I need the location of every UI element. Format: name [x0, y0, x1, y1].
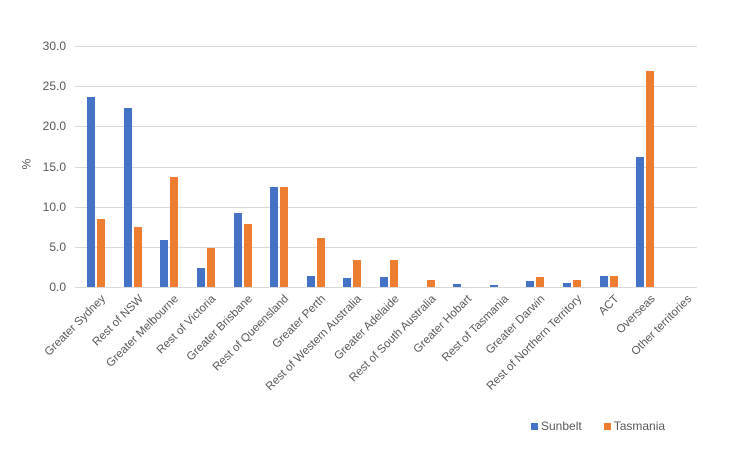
gridline — [75, 46, 697, 47]
bar-tasmania — [133, 226, 142, 287]
legend: Sunbelt Tasmania — [531, 419, 665, 433]
gridline — [75, 247, 697, 248]
x-tick-label: Greater Adelaide — [332, 293, 402, 363]
y-tick-label: 10.0 — [42, 199, 66, 214]
bar-tasmania — [170, 176, 179, 287]
x-tick-label: Rest of Tasmania — [439, 293, 511, 365]
x-tick-label: Greater Brisbane — [184, 293, 255, 364]
gridline — [75, 207, 697, 208]
bar-tasmania — [280, 186, 289, 287]
bar-sunbelt — [562, 282, 571, 287]
bar-sunbelt — [270, 186, 279, 287]
gridline — [75, 167, 697, 168]
gridline — [75, 86, 697, 87]
bar-sunbelt — [160, 239, 169, 287]
bar-tasmania — [646, 70, 655, 287]
bar-sunbelt — [306, 275, 315, 287]
y-axis-label: % — [19, 158, 34, 170]
bar-sunbelt — [197, 267, 206, 287]
gridline — [75, 126, 697, 127]
bar-tasmania — [353, 259, 362, 287]
y-tick-label: 15.0 — [42, 159, 66, 174]
y-tick-label: 20.0 — [42, 119, 66, 134]
bar-tasmania — [316, 237, 325, 287]
y-tick-label: 25.0 — [42, 79, 66, 94]
bar-sunbelt — [380, 277, 388, 287]
bar-tasmania — [572, 279, 581, 287]
legend-item-tasmania: Tasmania — [603, 419, 666, 433]
bar-sunbelt — [599, 275, 608, 287]
bar-tasmania — [536, 277, 545, 287]
bar-tasmania — [426, 279, 435, 287]
x-tick-label: ACT — [596, 293, 622, 318]
legend-label: Tasmania — [613, 419, 666, 433]
bar-tasmania — [207, 247, 216, 287]
y-tick-label: 0.0 — [49, 280, 66, 294]
bar-sunbelt — [343, 278, 352, 287]
gridline — [75, 287, 697, 288]
y-tick-label: 5.0 — [49, 239, 66, 254]
legend-swatch-tasmania — [603, 422, 611, 430]
bar-sunbelt — [489, 284, 498, 287]
y-tick-label: 30.0 — [42, 39, 66, 53]
legend-swatch-sunbelt — [531, 422, 538, 430]
bar-sunbelt — [123, 107, 132, 287]
bar-sunbelt — [87, 97, 96, 287]
bar-sunbelt — [636, 156, 645, 287]
bar-tasmania — [243, 224, 252, 287]
legend-item-sunbelt: Sunbelt — [531, 419, 582, 433]
legend-label: Sunbelt — [541, 419, 582, 433]
bar-tasmania — [609, 275, 618, 287]
bar-sunbelt — [233, 213, 242, 287]
bar-sunbelt — [453, 283, 462, 287]
bar-sunbelt — [526, 280, 535, 287]
bar-tasmania — [390, 259, 398, 287]
bar-tasmania — [97, 218, 106, 287]
